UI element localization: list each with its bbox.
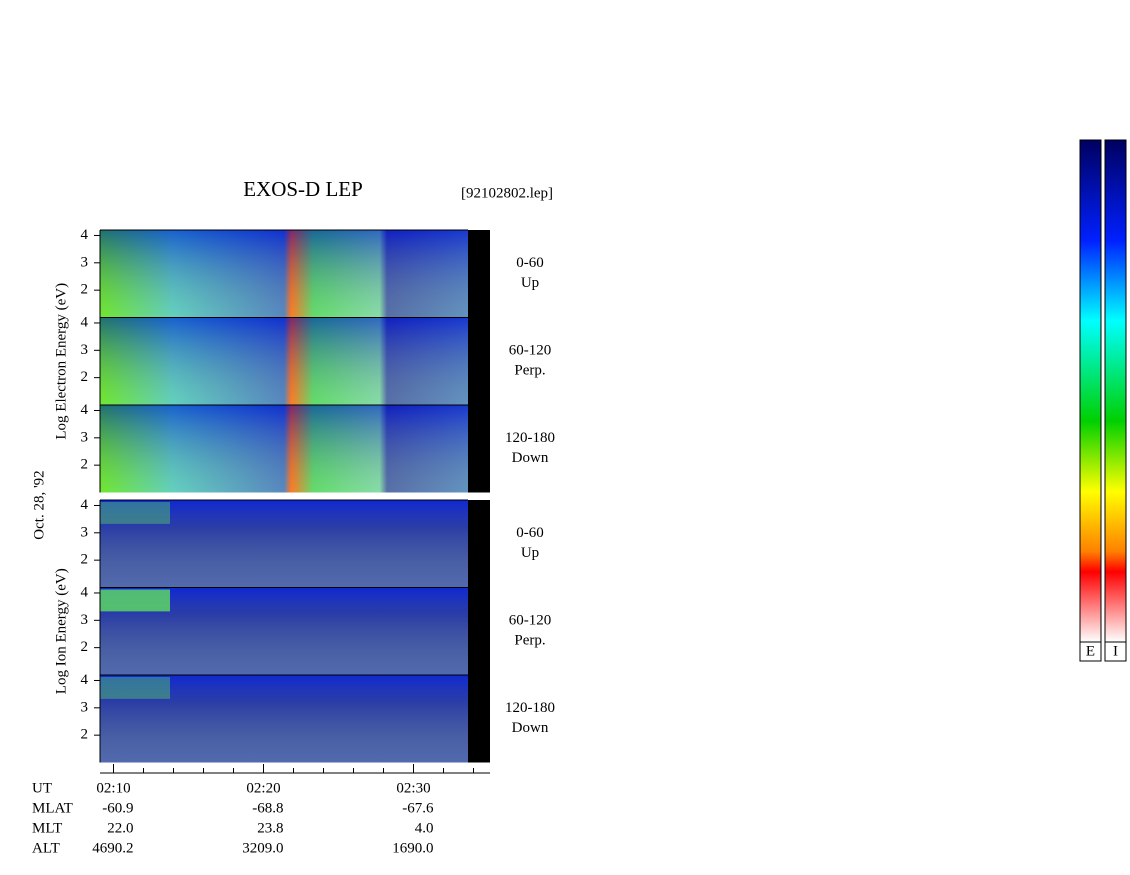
panel-direction: Up (521, 545, 539, 561)
ephemeris-value: 4.0 (415, 820, 434, 836)
spectrogram-shade (100, 675, 468, 763)
color-bar (1104, 139, 1127, 643)
spectrogram-patch (100, 502, 170, 524)
y-tick-label: 3 (81, 524, 89, 540)
spectrogram-patch (100, 589, 170, 612)
panel-direction: Perp. (514, 363, 545, 379)
spectrogram-shade (100, 405, 468, 493)
y-axis-label: Log Ion Energy (eV) (53, 568, 69, 694)
y-tick-label: 4 (81, 227, 89, 243)
panel-angle: 120-180 (505, 700, 555, 716)
ephemeris-label: ALT (32, 840, 60, 856)
panel-direction: Up (521, 275, 539, 291)
panel-angle: 60-120 (509, 613, 552, 629)
ephemeris-value: -67.6 (402, 800, 434, 816)
ephemeris-value: -68.8 (252, 800, 283, 816)
panel-direction: Down (512, 720, 549, 736)
spectrogram-patch (100, 677, 170, 699)
x-tick-label: 02:30 (396, 780, 430, 796)
ephemeris-value: -60.9 (102, 800, 133, 816)
color-bar-label-box (1079, 641, 1102, 662)
ephemeris-label: MLAT (32, 800, 73, 816)
date-label: Oct. 28, '92 (31, 470, 47, 539)
panel-angle: 60-120 (509, 343, 552, 359)
ephemeris-label: MLT (32, 820, 62, 836)
x-tick-label: 02:10 (96, 780, 130, 796)
spectrogram-shade (100, 500, 468, 588)
y-tick-label: 4 (81, 402, 89, 418)
y-tick-label: 3 (81, 429, 89, 445)
panel-direction: Down (512, 450, 549, 466)
x-axis-label: UT (32, 780, 52, 796)
ephemeris-value: 22.0 (107, 820, 133, 836)
x-tick-label: 02:20 (246, 780, 280, 796)
panel-angle: 0-60 (516, 525, 544, 541)
ephemeris-value: 23.8 (257, 820, 283, 836)
y-tick-label: 3 (81, 612, 89, 628)
y-tick-label: 2 (81, 639, 89, 655)
y-tick-label: 4 (81, 584, 89, 600)
spectrogram-shade (100, 317, 468, 405)
color-bar (1079, 139, 1102, 643)
ephemeris-value: 1690.0 (392, 840, 433, 856)
y-tick-label: 4 (81, 314, 89, 330)
y-tick-label: 2 (81, 727, 89, 743)
y-tick-label: 3 (81, 342, 89, 358)
y-tick-label: 3 (81, 254, 89, 270)
y-tick-label: 2 (81, 457, 89, 473)
y-tick-label: 2 (81, 282, 89, 298)
file-name: [92102802.lep] (461, 185, 553, 201)
color-bar-label: E (1086, 643, 1095, 659)
y-tick-label: 2 (81, 369, 89, 385)
data-gap (468, 405, 490, 493)
y-tick-label: 3 (81, 699, 89, 715)
data-gap (468, 230, 490, 318)
panel-direction: Perp. (514, 633, 545, 649)
data-gap (468, 500, 490, 588)
spectrogram-shade (100, 230, 468, 318)
color-bar-label: I (1113, 643, 1118, 659)
ephemeris-value: 3209.0 (242, 840, 283, 856)
data-gap (468, 587, 490, 675)
panel-angle: 0-60 (516, 255, 544, 271)
panel-angle: 120-180 (505, 430, 555, 446)
color-bar-label-box (1104, 641, 1127, 662)
data-gap (468, 317, 490, 405)
y-tick-label: 4 (81, 672, 89, 688)
y-tick-label: 2 (81, 552, 89, 568)
ephemeris-value: 4690.2 (92, 840, 133, 856)
chart-title: EXOS-D LEP (243, 177, 363, 201)
data-gap (468, 675, 490, 763)
y-axis-label: Log Electron Energy (eV) (53, 283, 69, 440)
y-tick-label: 4 (81, 497, 89, 513)
